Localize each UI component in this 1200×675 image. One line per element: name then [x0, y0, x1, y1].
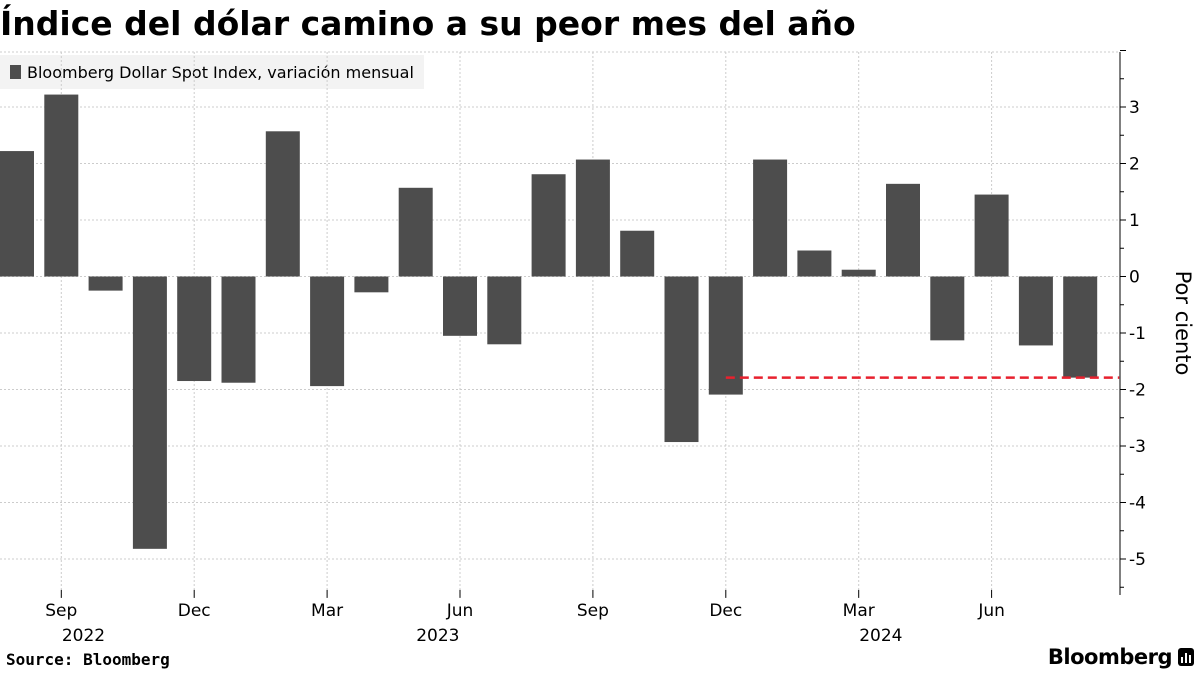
bar-2024-01 — [753, 159, 788, 277]
bar-2022-09 — [44, 94, 79, 277]
x-tick-label: Jun — [977, 601, 1005, 621]
y-tick-label: 3 — [1129, 98, 1140, 118]
bar-2024-08 — [1063, 276, 1098, 378]
legend: Bloomberg Dollar Spot Index, variación m… — [0, 55, 424, 89]
x-tick-label: Sep — [45, 601, 77, 621]
x-tick-label: Mar — [311, 601, 343, 621]
bar-2023-01 — [221, 276, 256, 383]
x-year-label: 2024 — [859, 626, 902, 646]
x-year-label: 2022 — [62, 626, 105, 646]
source-note: Source: Bloomberg — [6, 650, 170, 669]
brand-name: Bloomberg — [1047, 645, 1173, 669]
bar-2022-12 — [177, 276, 212, 382]
bar-2023-03 — [310, 276, 345, 387]
y-tick-label: -2 — [1129, 381, 1146, 401]
bar-2022-10 — [88, 276, 123, 291]
bar-2022-11 — [132, 276, 167, 549]
bar-2024-02 — [797, 250, 832, 277]
bar-2023-10 — [620, 230, 655, 277]
bar-2023-11 — [664, 276, 699, 443]
legend-label: Bloomberg Dollar Spot Index, variación m… — [27, 62, 414, 82]
bloomberg-chart-icon — [1178, 648, 1194, 666]
bar-2024-03 — [841, 269, 876, 277]
bar-2023-07 — [487, 276, 522, 345]
y-tick-label: -3 — [1129, 437, 1146, 457]
bar-2023-12 — [708, 276, 743, 395]
bar-2024-04 — [886, 183, 920, 277]
bar-2022-08 — [0, 151, 34, 277]
bar-2023-06 — [443, 276, 477, 336]
bar-2023-04 — [354, 276, 389, 293]
y-tick-label: -1 — [1129, 324, 1146, 344]
bar-2023-05 — [398, 187, 433, 277]
x-tick-label: Dec — [178, 601, 211, 621]
x-tick-label: Jun — [446, 601, 474, 621]
chart-title: Índice del dólar camino a su peor mes de… — [0, 4, 856, 43]
y-tick-label: 1 — [1129, 211, 1140, 231]
bar-2024-06 — [974, 194, 1009, 277]
bar-2024-05 — [930, 276, 965, 341]
legend-swatch — [10, 65, 21, 79]
bar-2023-08 — [531, 174, 566, 277]
x-tick-label: Sep — [577, 601, 609, 621]
bar-2024-07 — [1018, 276, 1053, 346]
y-tick-label: -4 — [1129, 494, 1146, 514]
bar-2023-09 — [575, 159, 610, 277]
x-tick-label: Mar — [843, 601, 875, 621]
bloomberg-logo: Bloomberg — [1048, 645, 1194, 669]
x-tick-label: Dec — [709, 601, 742, 621]
bar-2023-02 — [265, 131, 300, 277]
x-year-label: 2023 — [416, 626, 459, 646]
y-tick-label: 0 — [1129, 268, 1140, 288]
y-tick-label: 2 — [1129, 155, 1140, 175]
y-tick-label: -5 — [1129, 550, 1146, 570]
y-axis-label: Por ciento — [1171, 271, 1195, 376]
